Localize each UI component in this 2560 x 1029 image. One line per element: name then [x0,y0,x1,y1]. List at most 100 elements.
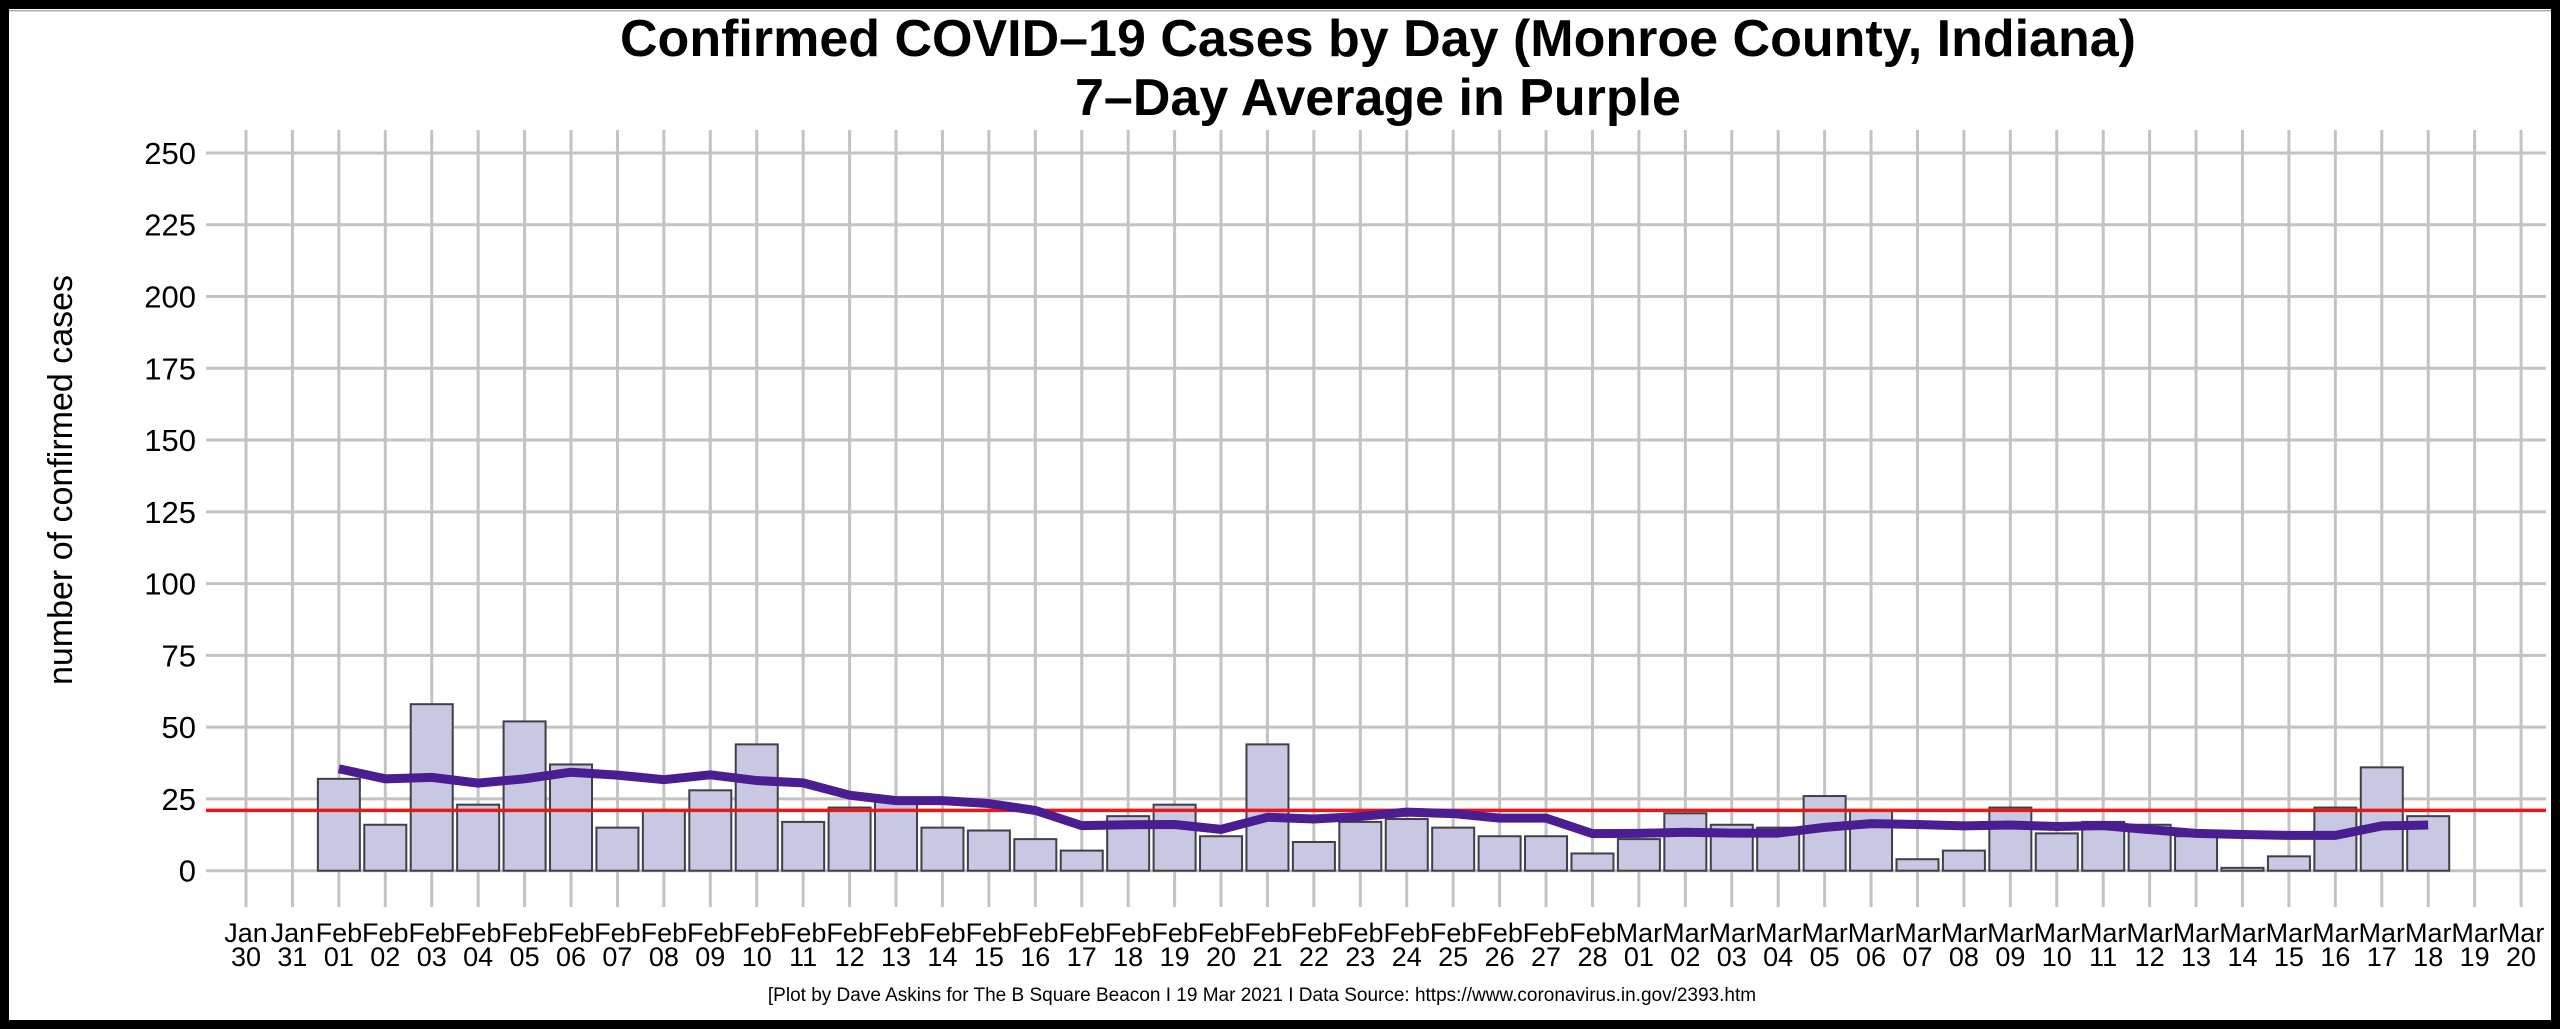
x-tick-day: 14 [2227,942,2257,972]
y-tick-label-50: 50 [162,710,196,745]
x-tick-day: 02 [370,942,400,972]
x-tick-day: 20 [2506,942,2536,972]
x-tick-month: Feb [1151,918,1198,948]
x-tick-month: Mar [2405,918,2452,948]
x-tick-month: Feb [1476,918,1523,948]
bar-mar-15 [2266,855,2311,872]
x-tick-month: Mar [1894,918,1941,948]
x-tick-month: Feb [1244,918,1291,948]
bar-feb-28 [1570,852,1615,872]
x-tick-month: Mar [2173,918,2220,948]
x-tick-month: Mar [1662,918,1709,948]
bar-mar-07 [1895,858,1940,872]
x-tick-month: Feb [594,918,641,948]
x-tick-month: Feb [548,918,595,948]
bar-mar-10 [2034,832,2079,872]
y-axis-title: number of confirmed cases [42,275,80,685]
x-tick-month: Feb [316,918,363,948]
bar-mar-17 [2359,766,2404,872]
x-tick-day: 03 [417,942,447,972]
x-tick-day: 04 [1763,942,1793,972]
bar-mar-14 [2220,866,2265,872]
x-tick-day: 28 [1577,942,1607,972]
bar-mar-13 [2174,835,2219,872]
bar-feb-07 [595,826,640,872]
bar-feb-08 [641,809,686,872]
x-tick-month: Feb [1383,918,1430,948]
x-tick-day: 25 [1438,942,1468,972]
bar-mar-02 [1663,812,1708,872]
x-tick-month: Feb [873,918,920,948]
x-tick-day: 17 [1067,942,1097,972]
x-tick-day: 22 [1299,942,1329,972]
x-tick-day: 18 [2413,942,2443,972]
x-tick-day: 19 [1160,942,1190,972]
x-tick-day: 04 [463,942,493,972]
x-axis-tick-labels: Jan30Jan31Feb01Feb02Feb03Feb04Feb05Feb06… [224,918,2544,972]
x-tick-month: Feb [1337,918,1384,948]
x-tick-day: 24 [1392,942,1422,972]
x-tick-day: 08 [1949,942,1979,972]
bar-feb-12 [827,806,872,872]
x-tick-day: 23 [1345,942,1375,972]
bar-feb-20 [1199,835,1244,872]
x-tick-month: Feb [1569,918,1616,948]
x-tick-month: Mar [2312,918,2359,948]
x-tick-day: 17 [2367,942,2397,972]
x-tick-month: Mar [2034,918,2081,948]
x-tick-month: Mar [1941,918,1988,948]
x-tick-day: 30 [231,942,261,972]
x-tick-month: Feb [1291,918,1338,948]
x-tick-day: 18 [1113,942,1143,972]
x-tick-month: Feb [408,918,455,948]
x-tick-day: 12 [2135,942,2165,972]
bar-feb-03 [409,703,454,872]
chart-title: Confirmed COVID–19 Cases by Day (Monroe … [620,10,2136,68]
bar-feb-10 [734,743,779,872]
x-tick-day: 15 [2274,942,2304,972]
x-tick-day: 03 [1717,942,1747,972]
x-tick-month: Feb [455,918,502,948]
x-tick-day: 21 [1252,942,1282,972]
footer-caption: [Plot by Dave Askins for The B Square Be… [768,985,1756,1006]
x-tick-day: 31 [277,942,307,972]
x-tick-month: Mar [1616,918,1663,948]
x-tick-day: 20 [1206,942,1236,972]
x-tick-day: 05 [1810,942,1840,972]
x-tick-day: 19 [2460,942,2490,972]
bar-feb-17 [1059,849,1104,872]
y-tick-label-75: 75 [162,638,196,673]
bar-feb-02 [363,823,408,872]
bar-feb-06 [549,763,594,872]
x-tick-day: 08 [649,942,679,972]
bar-feb-24 [1384,818,1429,872]
x-tick-day: 10 [742,942,772,972]
y-tick-label-225: 225 [144,208,196,243]
x-tick-month: Mar [1709,918,1756,948]
x-tick-month: Jan [224,918,268,948]
bar-feb-21 [1245,743,1290,872]
x-tick-month: Mar [2359,918,2406,948]
x-tick-month: Feb [687,918,734,948]
x-tick-day: 01 [324,942,354,972]
bar-feb-04 [456,803,501,872]
